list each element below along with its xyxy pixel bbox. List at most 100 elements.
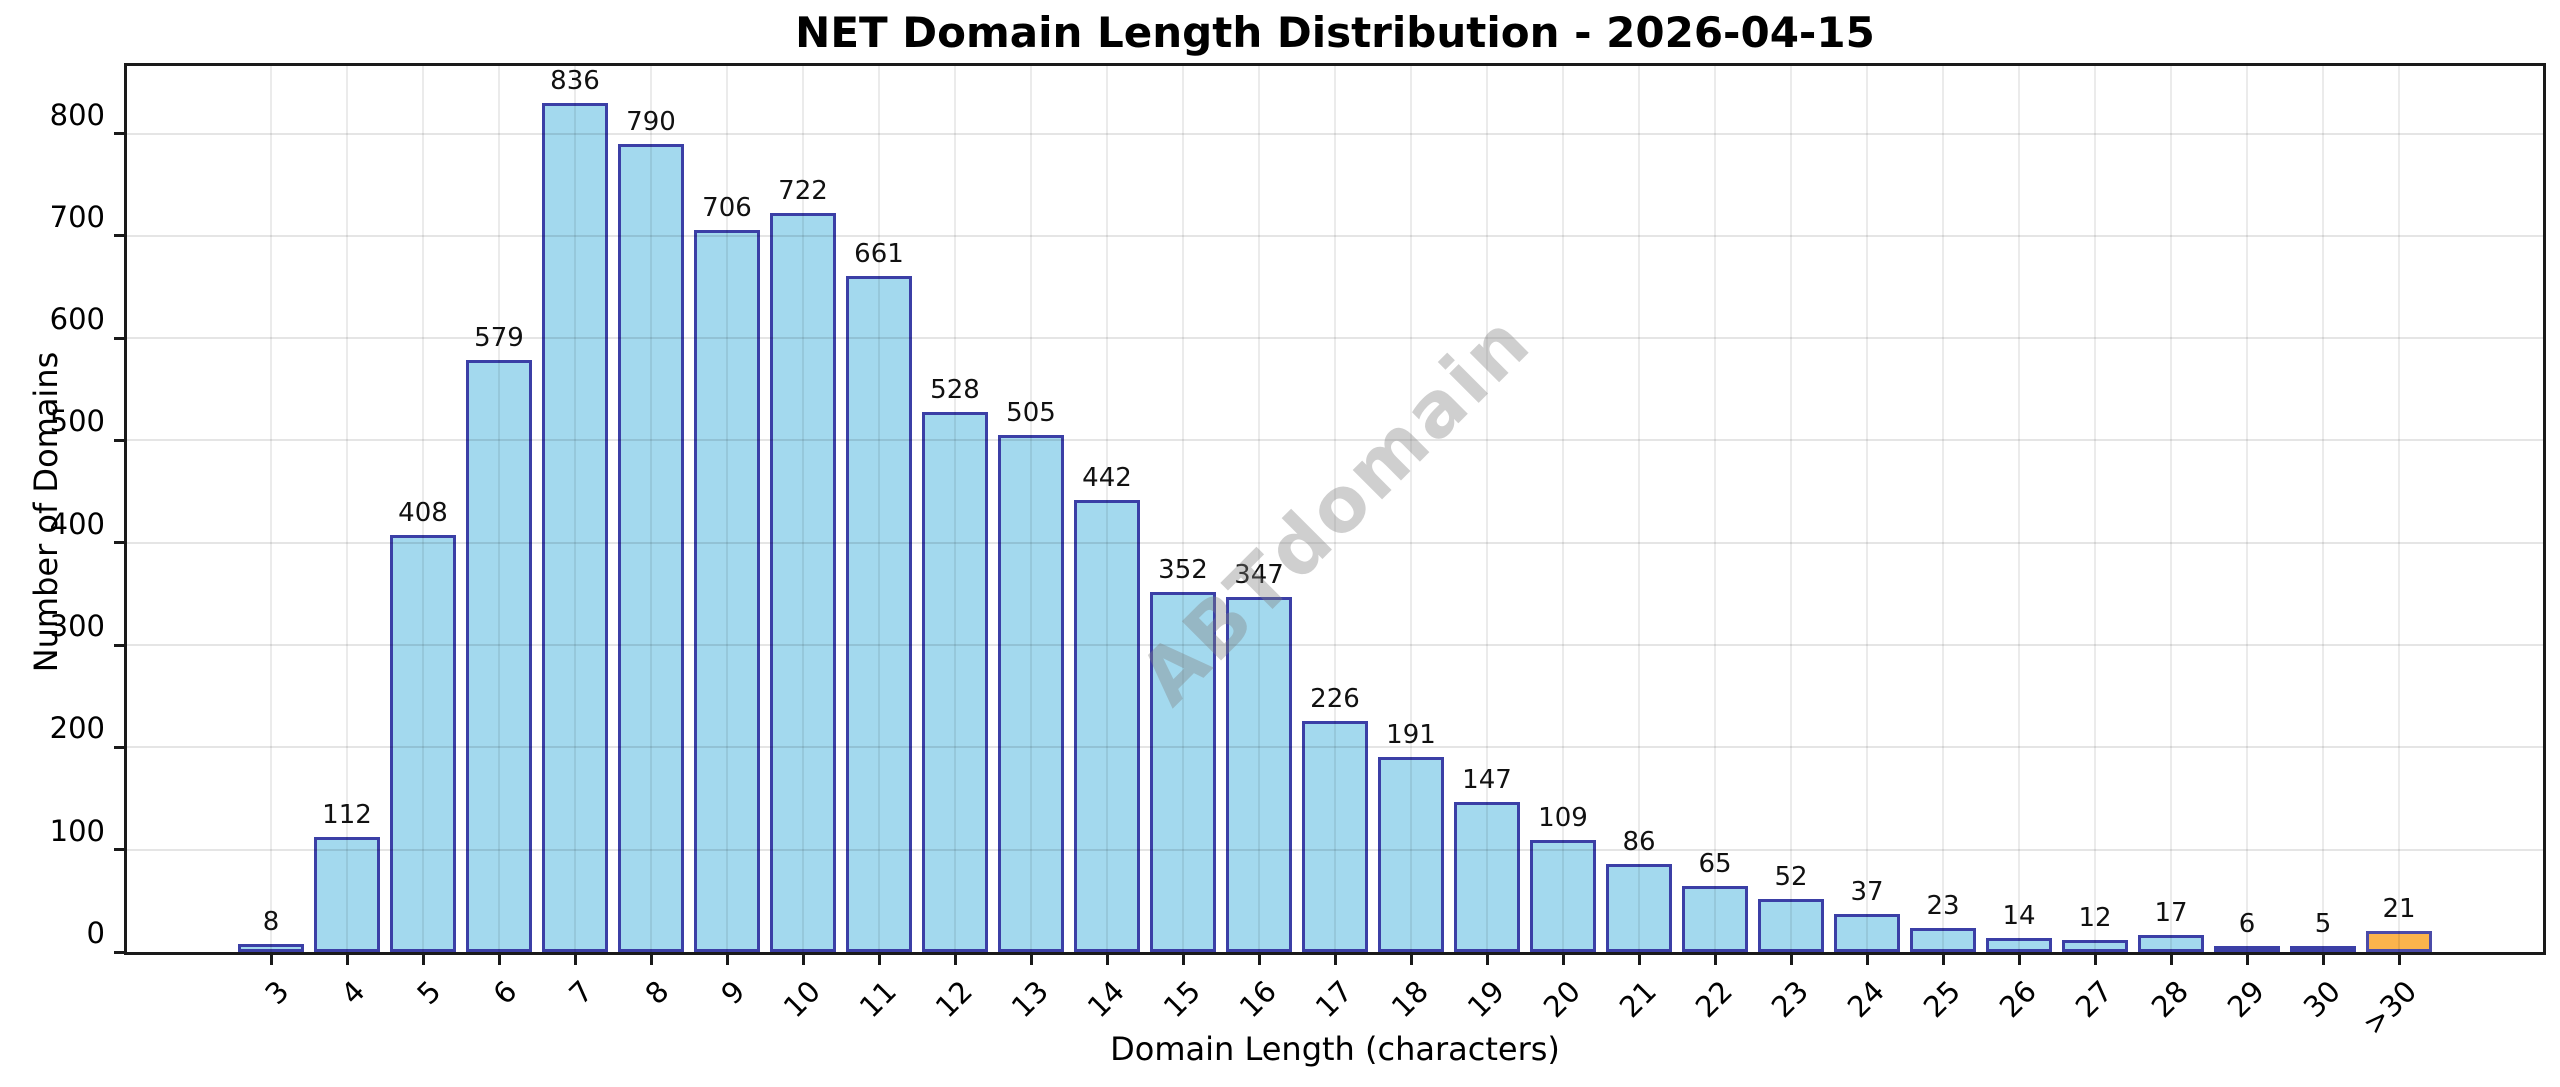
x-tick-mark xyxy=(2017,952,2021,965)
bar-slot-28: 17 28 xyxy=(2133,66,2209,1024)
bar-15 xyxy=(1150,591,1216,952)
bar-value-label: 17 xyxy=(2154,897,2188,928)
y-tick-label-700: 700 xyxy=(49,199,105,234)
bar-value-label: 86 xyxy=(1622,827,1656,858)
bar-14 xyxy=(1074,499,1140,952)
bar-19 xyxy=(1454,801,1520,952)
x-tick-mark xyxy=(1409,952,1413,965)
y-tick-mark xyxy=(114,950,127,954)
bar-8 xyxy=(618,143,684,952)
x-tick-mark xyxy=(1713,952,1717,965)
x-tick-mark xyxy=(1333,952,1337,965)
vgridline xyxy=(1942,66,1944,952)
vgridline xyxy=(1182,66,1184,952)
x-tick-label-text: 26 xyxy=(1992,974,2044,1025)
vgridline xyxy=(650,66,652,952)
vgridline xyxy=(422,66,424,952)
y-tick-label-100: 100 xyxy=(49,813,105,848)
x-tick-mark xyxy=(2093,952,2097,965)
bar-value-label: 8 xyxy=(262,906,280,937)
x-tick-label-text: 6 xyxy=(485,974,524,1012)
x-tick-label-text: 14 xyxy=(1080,974,1132,1025)
bar-3 xyxy=(238,943,304,952)
vgridline xyxy=(954,66,956,952)
bar-slot-4: 112 4 xyxy=(309,66,385,1011)
vgridline xyxy=(1258,66,1260,952)
bar-13 xyxy=(998,435,1064,952)
bar-slot-7: 836 7 xyxy=(537,66,613,1011)
bar-24 xyxy=(1834,914,1900,952)
x-tick-mark xyxy=(1181,952,1185,965)
bar-slot-5: 408 5 xyxy=(385,66,461,1011)
y-tick-label-300: 300 xyxy=(49,609,105,644)
x-tick-mark xyxy=(2245,952,2249,965)
x-tick-label-text: 15 xyxy=(1156,974,1208,1025)
bar-value-label: 147 xyxy=(1462,764,1512,795)
bar-value-label: 836 xyxy=(550,66,600,96)
x-tick-label-text: 4 xyxy=(333,974,372,1012)
x-tick-mark xyxy=(421,952,425,965)
x-tick-mark xyxy=(2397,952,2401,965)
x-tick-label-text: 7 xyxy=(561,974,600,1012)
vgridline xyxy=(1638,66,1640,952)
vgridline xyxy=(2018,66,2020,952)
x-tick-mark xyxy=(1941,952,1945,965)
bar-29 xyxy=(2214,945,2280,952)
x-tick-mark xyxy=(725,952,729,965)
vgridline xyxy=(2094,66,2096,952)
bar-value-label: 790 xyxy=(626,106,676,137)
bar-value-label: 226 xyxy=(1310,683,1360,714)
vgridline xyxy=(1866,66,1868,952)
chart-title: NET Domain Length Distribution - 2026-04… xyxy=(795,8,1875,57)
bar-slot-29: 6 29 xyxy=(2209,66,2285,1024)
hgridline-700 xyxy=(127,234,2543,237)
x-tick-label-text: 20 xyxy=(1536,974,1588,1025)
bar-slot-17: 226 17 xyxy=(1297,66,1373,1024)
x-tick-label-text: 13 xyxy=(1004,974,1056,1025)
bar-slot-21: 86 21 xyxy=(1601,66,1677,1024)
hgridline-800 xyxy=(127,132,2543,135)
x-tick-label-text: 3 xyxy=(257,974,296,1012)
hgridline-500 xyxy=(127,439,2543,442)
bar-22 xyxy=(1682,885,1748,952)
bar-slot-10: 722 10 xyxy=(765,66,841,1024)
bar-slot-25: 23 25 xyxy=(1905,66,1981,1024)
bar-value-label: 5 xyxy=(2314,909,2332,939)
y-tick-mark xyxy=(114,745,127,749)
bar-slot-20: 109 20 xyxy=(1525,66,1601,1024)
hgridline-600 xyxy=(127,337,2543,340)
bar-value-label: 21 xyxy=(2382,893,2416,924)
bar-4 xyxy=(314,837,380,952)
x-tick-label-text: 29 xyxy=(2220,974,2272,1025)
x-tick-mark xyxy=(1485,952,1489,965)
y-tick-label-200: 200 xyxy=(49,711,105,746)
bar-10 xyxy=(770,213,836,952)
hgridline-300 xyxy=(127,644,2543,647)
bar-slot-30: 5 30 xyxy=(2285,66,2361,1024)
bar-value-label: 722 xyxy=(778,176,828,207)
y-tick-label-400: 400 xyxy=(49,506,105,541)
bar-slot-19: 147 19 xyxy=(1449,66,1525,1024)
vgridline xyxy=(270,66,272,952)
x-tick-label-text: 25 xyxy=(1916,974,1968,1025)
bar-27 xyxy=(2062,939,2128,952)
y-tick-label-800: 800 xyxy=(49,97,105,132)
hgridline-100 xyxy=(127,848,2543,851)
y-tick-mark xyxy=(114,643,127,647)
vgridline xyxy=(1714,66,1716,952)
x-tick-label-text: 21 xyxy=(1612,974,1664,1025)
x-tick-label-text: 5 xyxy=(409,974,448,1012)
bar-value-label: 14 xyxy=(2002,900,2036,931)
x-tick-mark xyxy=(2169,952,2173,965)
vgridline xyxy=(1334,66,1336,952)
bar-slot->30: 21 >30 xyxy=(2356,66,2437,1041)
bar-7 xyxy=(542,103,608,952)
bar-value-label: 23 xyxy=(1926,891,1960,922)
vgridline xyxy=(2170,66,2172,952)
bar-value-label: 528 xyxy=(930,374,980,405)
bar-30 xyxy=(2290,946,2356,952)
bar-18 xyxy=(1378,756,1444,952)
bar-value-label: 661 xyxy=(854,238,904,269)
vgridline xyxy=(2322,66,2324,952)
bar-slot-13: 505 13 xyxy=(993,66,1069,1024)
